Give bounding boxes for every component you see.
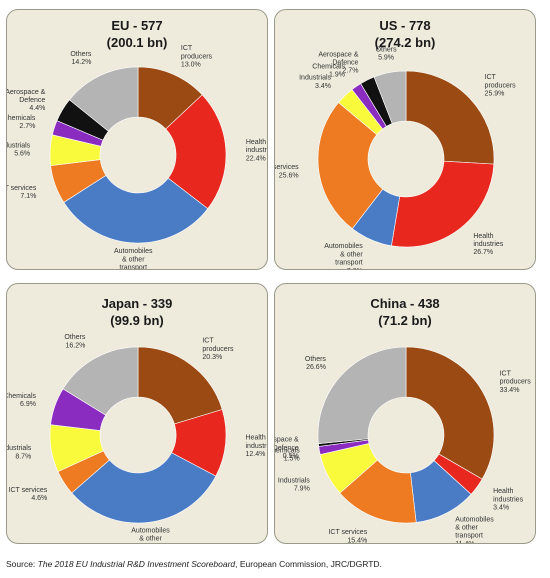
panel-title-line2: (71.2 bn) [378,313,432,328]
donut-chart-us: ICT producers 25.9% Health industries 26.7% Au… [275,46,517,270]
slice-ict-producers [405,70,495,165]
slice-label-aerospace-and-defence: Aerospace & Defence 2.7% [318,51,358,74]
slice-ict-producers [137,346,223,425]
slice-label-ict-services: ICT services 15.4% [328,529,367,544]
slice-ict-services [317,102,384,230]
slice-label-automobiles-and-other-transport: Automobiles& othertransport7.8% [324,243,363,270]
slice-others [69,66,139,132]
slice-health-industries [165,94,227,210]
panel-us: US - 778 (274.2 bn) ICT producers 25.9% Hea… [274,9,536,270]
panel-title-eu: EU - 577 (200.1 bn) [7,17,267,51]
panel-title-line1: China - 438 [370,296,440,311]
slice-label-others: Others 16.2% [64,334,86,349]
source-rest: , European Commission, JRC/DGRTD. [235,559,382,569]
slice-label-automobiles-and-other-transport: Automobiles& othertransport30.5% [114,248,153,270]
source-prefix: Source: [6,559,38,569]
slice-label-industrials: Industrials 7.9% [278,478,310,493]
slice-others [317,346,407,445]
slice-label-industrials: Industrials8.7% [7,445,32,460]
panel-title-line2: (99.9 bn) [110,313,164,328]
slice-label-health-industries: Healthindustries12.4% [246,435,268,458]
slice-label-automobiles-and-other-transport: Automobiles & other transport 11.4% [455,516,494,544]
source-note: Source: The 2018 EU Industrial R&D Inves… [6,559,382,569]
slice-label-chemicals: Chemicals 1.9% [312,63,345,78]
slice-label-health-industries: Health industries 3.4% [493,488,523,511]
slice-automobiles-and-other-transport [71,452,217,524]
slice-label-ict-services: ICT services 4.6% [9,487,48,502]
slice-label-industrials: Industrials 3.4% [299,75,331,90]
slice-ict-producers [405,346,495,480]
slice-automobiles-and-other-transport [63,175,209,244]
panel-china: China - 438 (71.2 bn) ICT producers 33.4% H… [274,283,536,544]
slice-label-ict-producers: ICT producers 25.9% [485,74,517,97]
panel-japan: Japan - 339 (99.9 bn) ICT producers 20.3% H… [6,283,268,544]
donut-chart-china: ICT producers 33.4% Health industries 3.4% Aut… [275,346,532,544]
slice-others [62,346,139,416]
panel-title-line2: (200.1 bn) [106,35,168,50]
panel-title-line1: Japan - 339 [101,296,173,311]
slice-label-health-industries: Healthindustries22.4% [246,139,268,162]
slice-label-ict-producers: ICT producers 20.3% [202,338,234,361]
slice-label-chemicals: Chemicals2.7% [7,115,36,130]
source-title: The 2018 EU Industrial R&D Investment Sc… [37,559,236,569]
slice-label-ict-producers: ICT producers 13.0% [181,45,213,68]
slice-label-others: Others 5.9% [376,46,398,61]
slice-label-ict-producers: ICT producers 33.4% [500,370,532,393]
panel-title-line1: EU - 577 [111,18,163,33]
slice-label-aerospace-and-defence: Aerospace & Defence 4.4% [7,89,46,112]
panel-title-japan: Japan - 339 (99.9 bn) [7,295,267,329]
panel-eu: EU - 577 (200.1 bn) ICT producers 13.0% Hea… [6,9,268,270]
slice-label-automobiles-and-other-transport: Automobiles& othertransport30.8% [131,527,170,544]
panel-title-us: US - 778 (274.2 bn) [275,17,535,51]
slice-label-others: Others 14.2% [70,51,92,66]
slice-label-industrials: Industrials5.6% [7,142,31,157]
slice-label-chemicals: Chemicals6.9% [7,393,36,408]
slice-health-industries [391,160,495,248]
slice-others [373,70,407,124]
panel-title-china: China - 438 (71.2 bn) [275,295,535,329]
slice-label-others: Others 26.6% [305,356,327,371]
panel-title-line1: US - 778 [379,18,431,33]
slice-label-health-industries: Health industries 26.7% [473,233,503,256]
panel-title-line2: (274.2 bn) [374,35,436,50]
